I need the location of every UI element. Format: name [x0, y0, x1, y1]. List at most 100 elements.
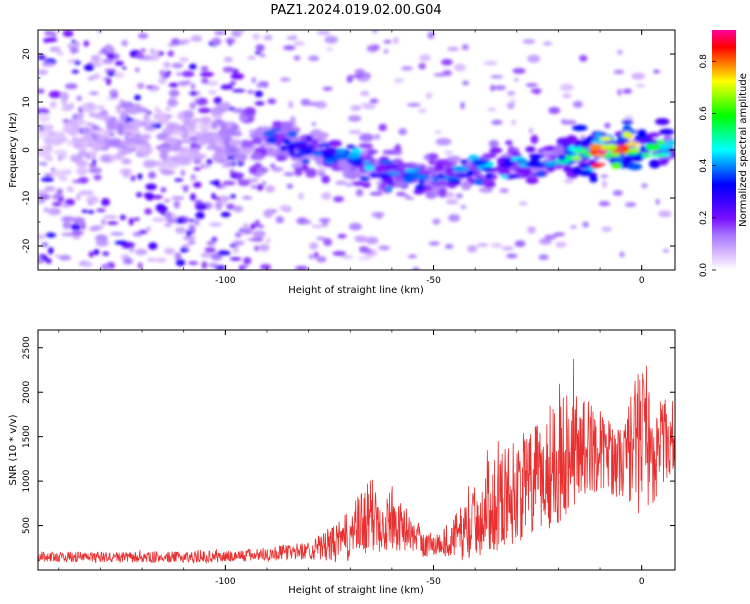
heatmap-cell [311, 224, 325, 229]
heatmap-cell [283, 172, 295, 177]
heatmap-cell [517, 158, 527, 163]
heatmap-cell [355, 188, 364, 197]
heatmap-cell [119, 214, 126, 220]
heatmap-cell [316, 167, 327, 172]
heatmap-cell [294, 142, 305, 149]
heatmap-cell [578, 163, 593, 168]
heatmap-cell [38, 161, 44, 166]
heatmap-cell [473, 178, 484, 185]
heatmap-cell [490, 84, 495, 92]
heatmap-cell [92, 73, 101, 80]
heatmap-cell [428, 153, 439, 160]
heatmap-cell [234, 153, 248, 161]
figure-title: PAZ1.2024.019.02.00.G04 [270, 3, 441, 18]
heatmap-cell [640, 153, 652, 158]
heatmap-cell [175, 259, 186, 267]
heatmap-cell [461, 44, 469, 51]
heatmap-cell [483, 61, 498, 66]
heatmap-cell [467, 245, 478, 253]
heatmap-cell [222, 196, 232, 201]
heatmap-cell [251, 137, 263, 145]
heatmap-cell [406, 102, 421, 107]
heatmap-cell [252, 129, 261, 137]
heatmap-cell [92, 158, 97, 165]
heatmap-cell [43, 124, 55, 131]
heatmap-cell [208, 263, 219, 268]
heatmap-cell [211, 111, 223, 119]
heatmap-cell [222, 66, 235, 73]
heatmap-cell [321, 220, 329, 227]
colorbar-ticks: 0.0 0.2 0.4 0.6 0.8 [699, 54, 716, 277]
heatmap-cell [51, 169, 64, 177]
heatmap-cell [195, 203, 208, 211]
heatmap-cell [434, 130, 442, 135]
heatmap-cell [435, 138, 452, 146]
heatmap-cell [171, 196, 185, 201]
heatmap-cell [300, 98, 311, 106]
heatmap-cell [156, 205, 168, 213]
heatmap-cell [114, 154, 124, 161]
heatmap-cell [136, 192, 143, 198]
heatmap-cell [453, 165, 467, 173]
heatmap-cell [476, 243, 489, 247]
heatmap-cell [187, 239, 196, 245]
snr-x-tick-label: -50 [426, 577, 441, 587]
heatmap-cell [434, 162, 445, 172]
heatmap-cell [579, 55, 588, 62]
heatmap-cell [164, 161, 180, 169]
heatmap-cell [219, 121, 228, 131]
heatmap-cell [142, 148, 149, 158]
heatmap-cell [525, 83, 538, 87]
heatmap-cell [489, 147, 503, 154]
heatmap-cell [152, 195, 163, 200]
heatmap-cell [137, 82, 145, 90]
heatmap-cell [604, 122, 611, 129]
heatmap-cell [86, 196, 99, 204]
heatmap-cell [241, 141, 252, 149]
heatmap-cell [364, 165, 375, 171]
heatmap-cell [369, 191, 384, 196]
heatmap-cell [378, 245, 391, 251]
heatmap-cell [499, 188, 509, 194]
heatmap-cell [250, 223, 257, 230]
heatmap-cell [461, 181, 468, 190]
heatmap-cell [599, 136, 613, 142]
heatmap-cell [322, 86, 333, 91]
heatmap-cell [137, 262, 143, 269]
heatmap-cell [244, 107, 256, 116]
heatmap-cell [306, 145, 315, 149]
heatmap-cell [164, 136, 178, 145]
heatmap-cell [360, 90, 370, 97]
heatmap-cell [444, 166, 453, 177]
heatmap-cell [252, 230, 266, 238]
heatmap-cell [174, 252, 182, 261]
heatmap-cell [431, 176, 439, 183]
heatmap-cell [256, 83, 265, 88]
heatmap-cell [473, 173, 485, 179]
heatmap-cell [140, 143, 147, 150]
heatmap-cell [91, 61, 103, 68]
heatmap-cell [101, 198, 110, 207]
heatmap-cell [360, 102, 374, 108]
heatmap-cell [459, 159, 468, 164]
heatmap-cell [247, 56, 257, 60]
heatmap-cell [81, 209, 88, 213]
heatmap-cell [323, 147, 338, 154]
heatmap-cell [479, 187, 493, 193]
heatmap-cell [148, 171, 156, 179]
heatmap-cell [73, 41, 81, 48]
heatmap-cell [589, 176, 598, 183]
heatmap-cell [200, 116, 212, 125]
heatmap-cell [136, 107, 143, 113]
heatmap-cell [122, 169, 131, 178]
heatmap-cell [636, 129, 647, 136]
heatmap-cell [412, 267, 420, 270]
heatmap-cell [358, 143, 374, 149]
heatmap-cell [279, 77, 291, 82]
heatmap-cell [231, 123, 239, 131]
heatmap-cell [38, 88, 45, 94]
heatmap-cell [562, 120, 577, 125]
heatmap-cell [348, 115, 362, 122]
heatmap-cell [129, 247, 135, 253]
heatmap-cell [528, 153, 545, 159]
